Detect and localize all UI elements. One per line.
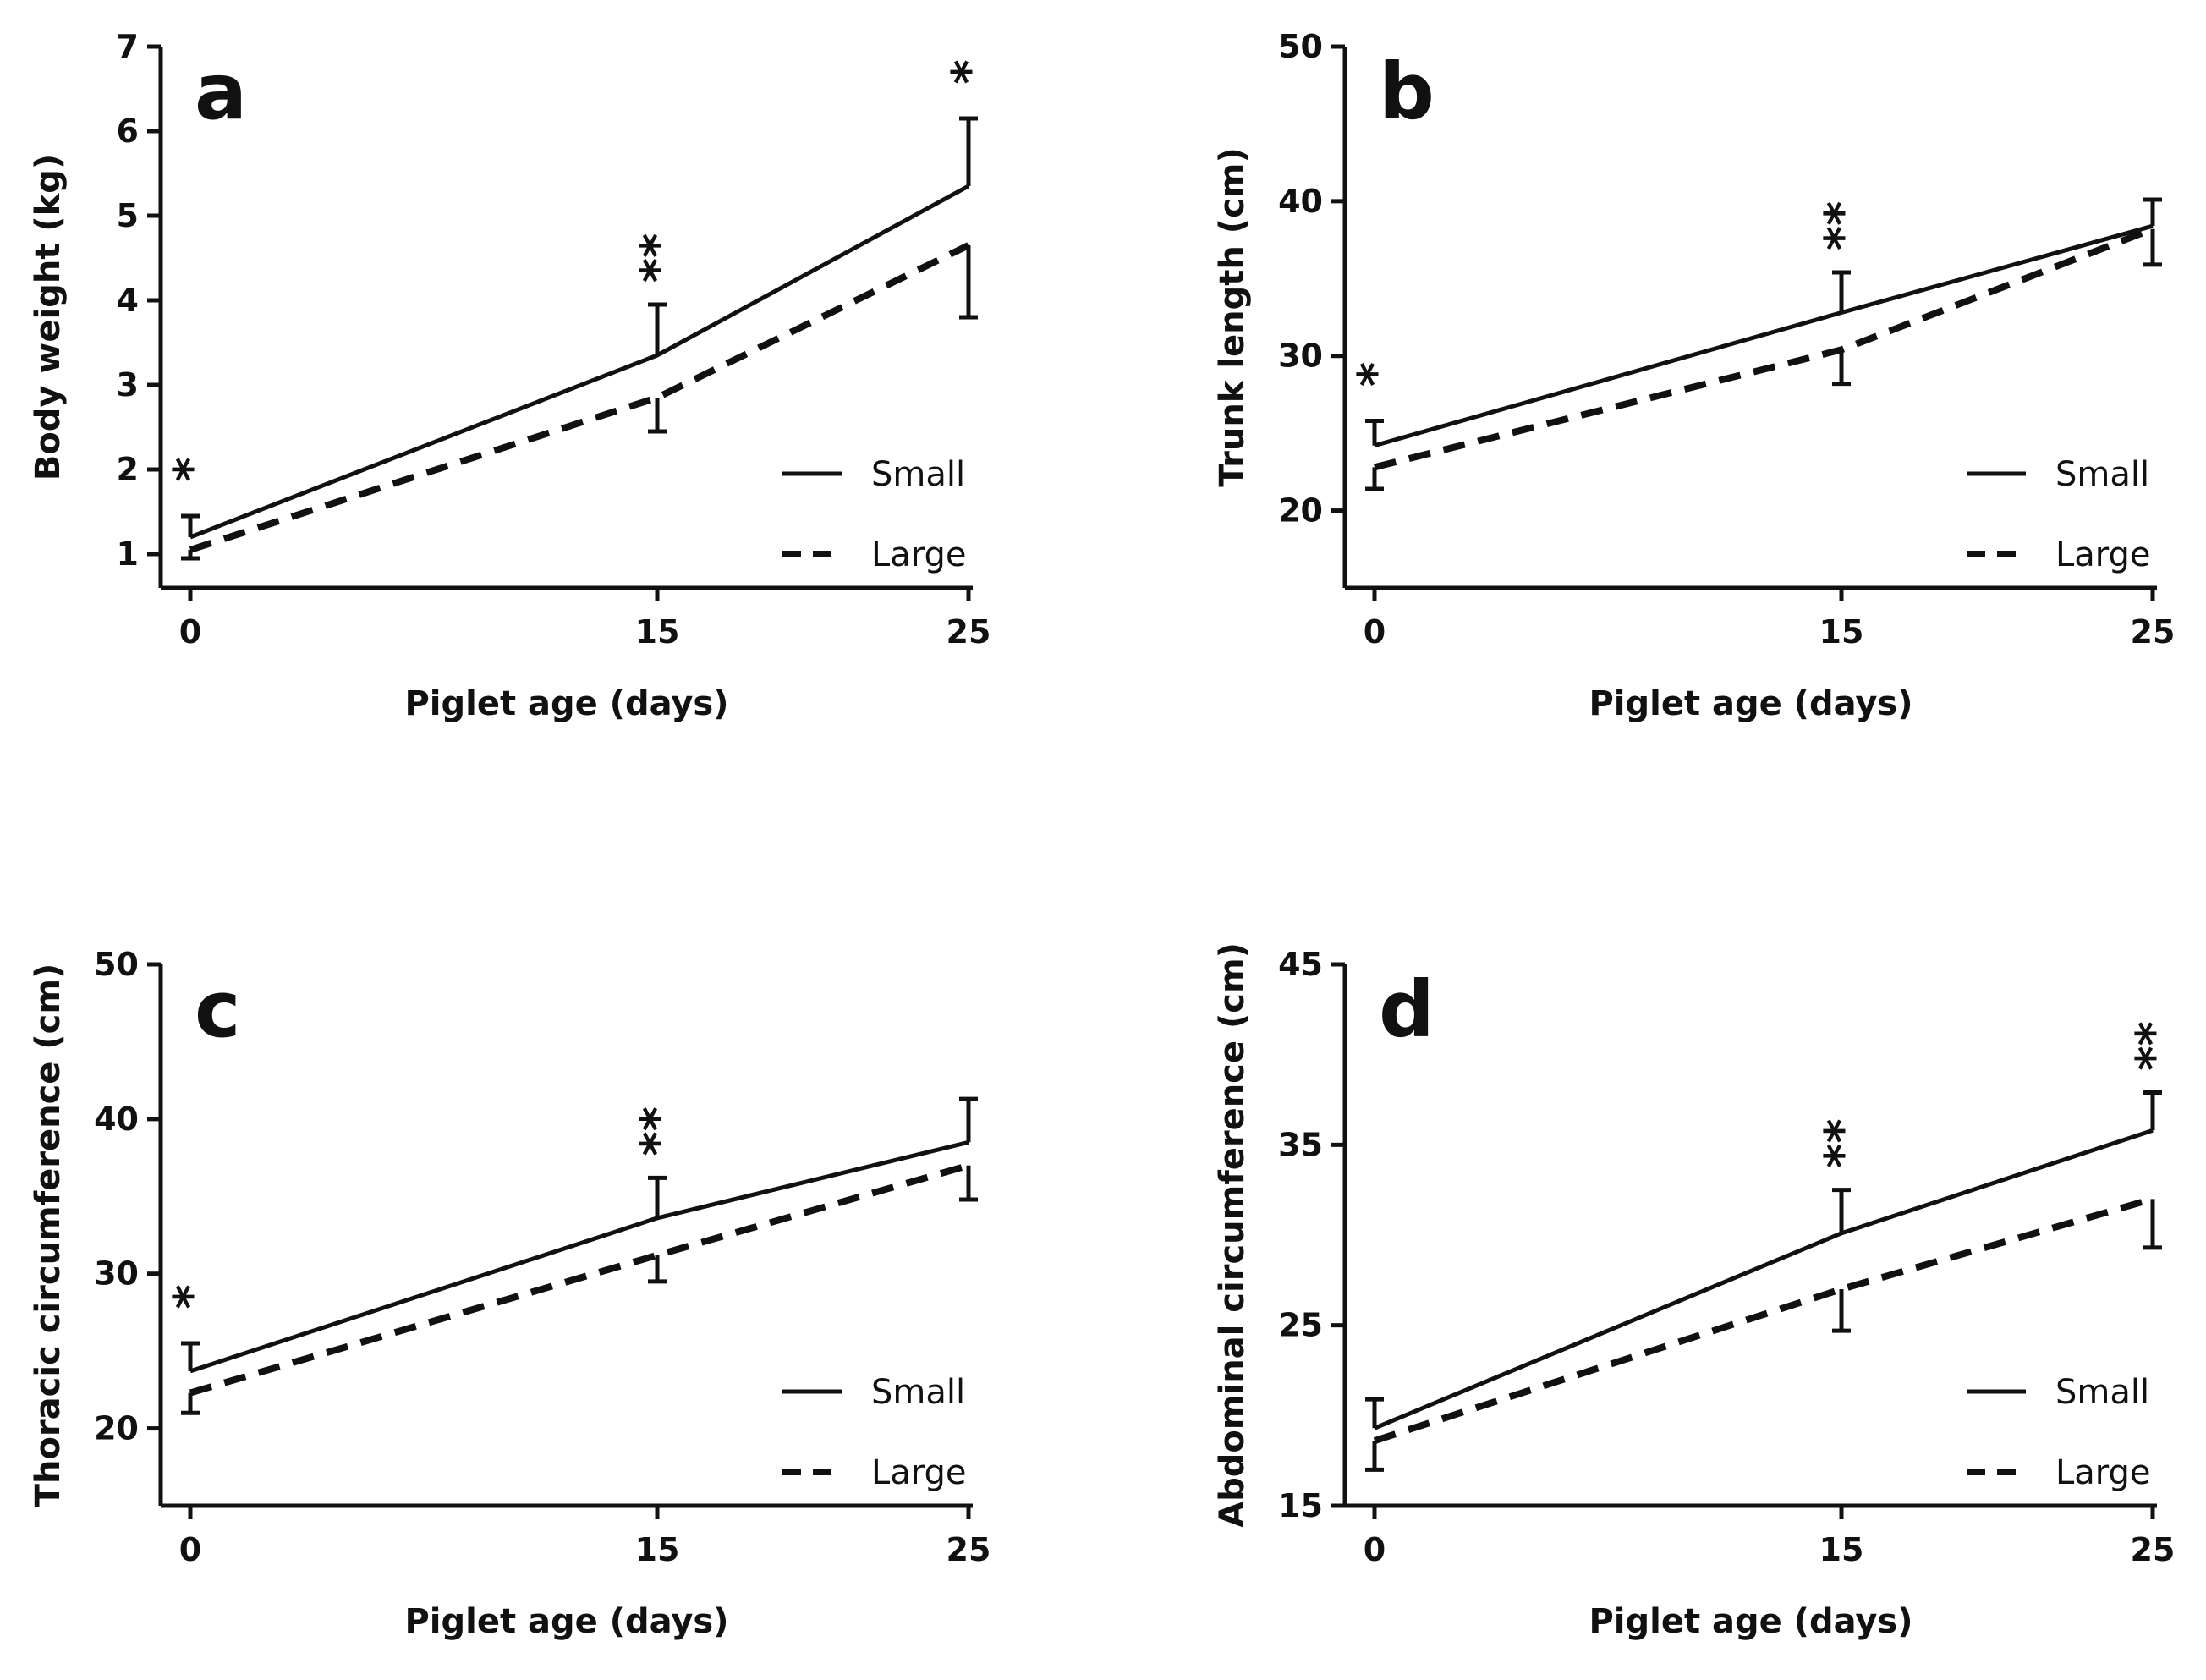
x-tick-label: 0	[1364, 1531, 1386, 1568]
y-tick-label: 50	[1278, 28, 1323, 65]
y-tick-label: 20	[94, 1410, 139, 1447]
x-tick-label: 15	[1819, 613, 1864, 651]
panel-letter: b	[1379, 47, 1435, 137]
series-line-small	[189, 184, 970, 540]
y-tick-label: 3	[117, 366, 139, 404]
y-tick-label: 40	[1278, 183, 1323, 220]
y-tick-label: 45	[1278, 946, 1323, 983]
y-tick-label: 30	[1278, 338, 1323, 375]
y-axis-title: Trunk length (cm)	[1213, 147, 1252, 487]
y-tick-label: 50	[94, 946, 139, 983]
series-line-large	[189, 1161, 970, 1397]
y-tick-label: 2	[117, 451, 139, 488]
series-line-small	[1374, 223, 2154, 448]
y-tick-label: 5	[117, 197, 139, 234]
y-tick-label: 7	[117, 28, 139, 65]
series-line-small	[1374, 1128, 2154, 1430]
y-axis-title: Body weight (kg)	[29, 154, 68, 480]
series-line-large	[189, 242, 970, 553]
x-tick-label: 0	[179, 613, 201, 651]
chart-panel-d: 15 25 35 45 0 15 25 Piglet age (days) Abdominal …	[1213, 942, 2181, 1641]
chart-panel-b: 20 30 40 50 0 15 25 Piglet age (days) Trunk leng…	[1213, 28, 2175, 723]
significance-mark: **	[1815, 1118, 1870, 1168]
significance-mark: **	[1815, 201, 1870, 251]
y-tick-label: 20	[1278, 492, 1323, 530]
significance-mark: *	[164, 457, 219, 481]
legend-label-large: Large	[871, 1453, 967, 1492]
y-tick-label: 40	[94, 1101, 139, 1138]
y-tick-label: 25	[1278, 1307, 1323, 1344]
legend-label-small: Small	[2055, 1373, 2149, 1412]
legend-label-small: Small	[2055, 455, 2149, 494]
x-tick-label: 25	[2131, 613, 2176, 651]
legend-label-small: Small	[871, 1373, 965, 1412]
significance-mark: *	[942, 59, 997, 84]
x-tick-label: 25	[947, 613, 991, 651]
legend-label-large: Large	[2055, 535, 2151, 574]
y-tick-label: 6	[117, 113, 139, 150]
significance-mark: *	[164, 1284, 219, 1309]
x-tick-label: 0	[1364, 613, 1386, 651]
chart-panel-a: 1 2 3 4 5 6 7 0 15 25 Piglet age (days) Body weight…	[29, 28, 997, 723]
x-axis-title: Piglet age (days)	[1589, 684, 1912, 723]
y-tick-label: 35	[1278, 1126, 1323, 1163]
y-axis-title: Thoracic circumference (cm)	[29, 964, 68, 1507]
x-tick-label: 15	[635, 1531, 680, 1568]
series-line-large	[1373, 1195, 2154, 1445]
x-tick-label: 15	[1819, 1531, 1864, 1568]
x-axis-title: Piglet age (days)	[404, 1602, 728, 1641]
significance-mark: *	[1348, 362, 1403, 387]
chart-panel-c: 20 30 40 50 0 15 25 Piglet age (days) Thoracic c…	[29, 946, 991, 1641]
legend-label-large: Large	[2055, 1453, 2151, 1492]
significance-mark: **	[631, 233, 686, 283]
panel-letter: d	[1379, 964, 1435, 1055]
x-tick-label: 25	[2131, 1531, 2176, 1568]
significance-mark: **	[631, 1106, 686, 1156]
legend-label-small: Small	[871, 455, 965, 494]
panel-letter: a	[195, 47, 247, 137]
legend-label-large: Large	[871, 535, 967, 574]
x-tick-label: 25	[947, 1531, 991, 1568]
significance-mark: **	[2126, 1021, 2181, 1071]
y-axis-title: Abdominal circumference (cm)	[1213, 942, 1252, 1528]
panel-letter: c	[195, 964, 241, 1055]
y-tick-label: 1	[117, 535, 139, 573]
x-axis-title: Piglet age (days)	[1589, 1602, 1912, 1641]
x-axis-title: Piglet age (days)	[404, 684, 728, 723]
series-line-large	[1374, 226, 2154, 471]
x-tick-label: 0	[179, 1531, 201, 1568]
y-tick-label: 4	[117, 282, 139, 319]
x-tick-label: 15	[635, 613, 680, 651]
series-line-small	[189, 1139, 969, 1374]
y-tick-label: 30	[94, 1255, 139, 1293]
y-tick-label: 15	[1278, 1487, 1323, 1524]
